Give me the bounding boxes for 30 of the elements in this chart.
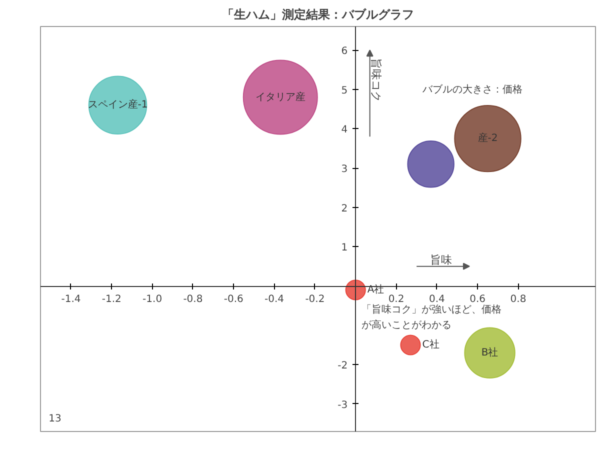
y-tick-label: 5 <box>341 85 348 96</box>
annotation: バブルの大きさ：価格 <box>422 83 523 96</box>
y-tick-label: 3 <box>341 164 348 176</box>
x-axis-title: 旨味 <box>430 253 452 266</box>
x-tick-label: -1.4 <box>61 294 81 306</box>
y-tick-label: 2 <box>341 203 348 214</box>
y-tick-label: 6 <box>341 46 348 58</box>
x-tick-label: -0.4 <box>264 294 284 306</box>
y-tick-label: 1 <box>341 242 348 254</box>
x-tick-label: -1.0 <box>142 294 162 306</box>
x-tick-label: -0.6 <box>224 294 244 306</box>
x-tick-label: -0.8 <box>183 294 203 306</box>
y-axis-title: 旨味コク <box>369 58 382 102</box>
series-label: イタリア産 <box>255 90 306 103</box>
chart-title: 「生ハム」測定結果：バブルグラフ <box>222 8 414 22</box>
y-tick-label: -2 <box>338 360 348 372</box>
y-tick-label: -3 <box>338 400 348 411</box>
x-tick-label: 0.4 <box>428 294 445 306</box>
series-label: 産-2 <box>478 132 498 144</box>
y-tick-label: 4 <box>341 124 348 136</box>
x-tick-label: 0.6 <box>470 294 486 306</box>
annotation: 13 <box>48 414 62 425</box>
series-label: B社 <box>481 346 498 358</box>
annotation: 「旨味コク」が強いほど、価格が高いことがわかる <box>362 304 502 332</box>
series-label: C社 <box>422 338 440 350</box>
x-tick-label: -0.2 <box>305 294 325 306</box>
x-tick-label: 0.8 <box>510 294 526 306</box>
x-tick-label: -1.2 <box>102 294 122 306</box>
series-label: スペイン産-1 <box>88 98 148 111</box>
x-tick-label: 0.2 <box>388 294 404 306</box>
